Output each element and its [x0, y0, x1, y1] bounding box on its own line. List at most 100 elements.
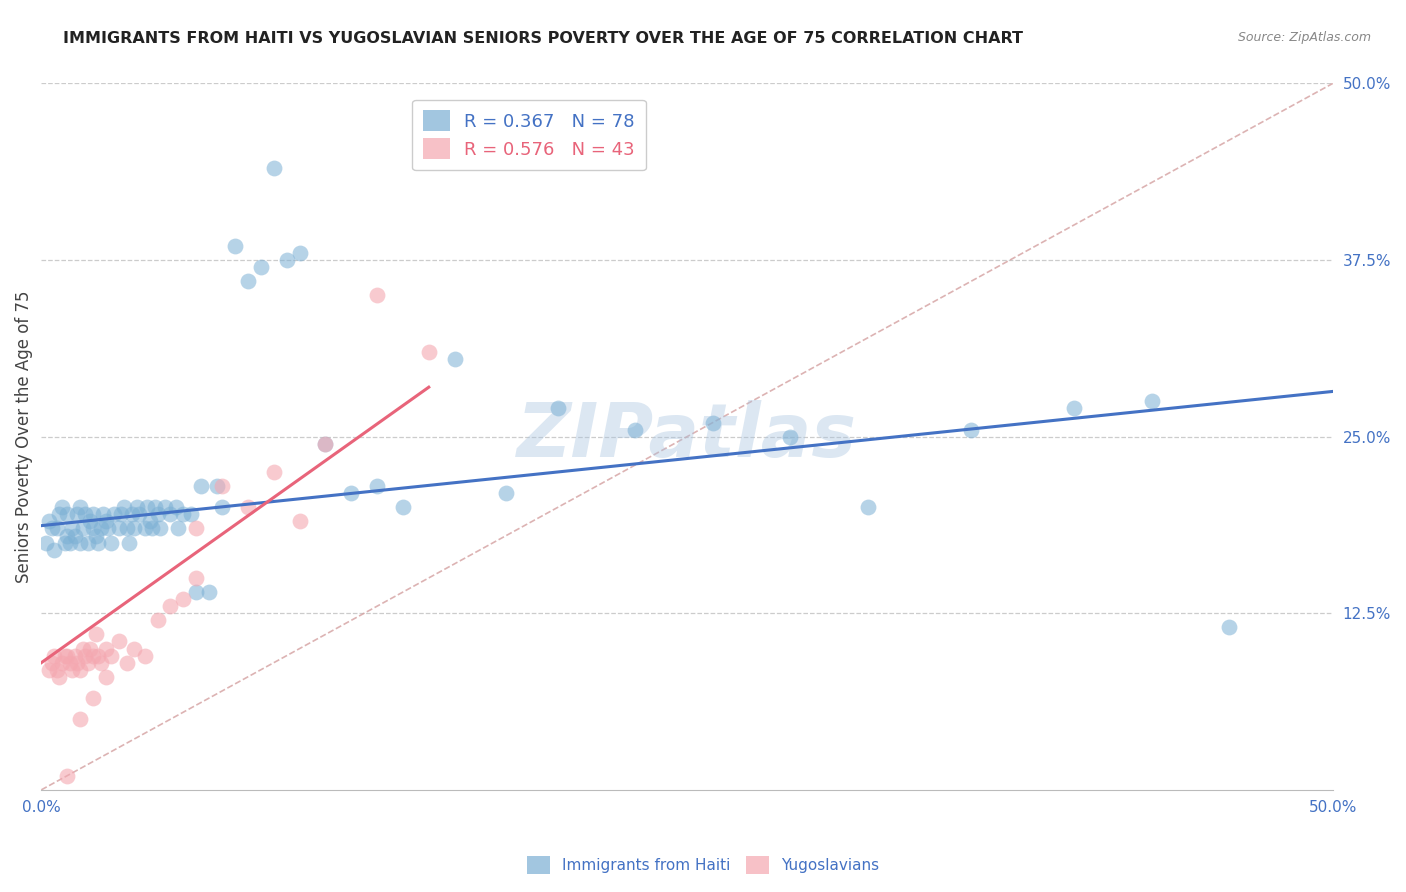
- Point: [48, 670, 70, 684]
- Point: [94, 670, 117, 684]
- Point: [1140, 394, 1163, 409]
- Point: [82, 508, 104, 522]
- Point: [56, 528, 79, 542]
- Point: [41, 521, 63, 535]
- Point: [69, 535, 91, 549]
- Point: [63, 528, 86, 542]
- Point: [236, 274, 259, 288]
- Point: [56, 648, 79, 663]
- Point: [263, 465, 285, 479]
- Point: [66, 508, 89, 522]
- Point: [72, 521, 94, 535]
- Text: ZIPatlas: ZIPatlas: [517, 401, 858, 473]
- Point: [87, 648, 110, 663]
- Point: [159, 599, 181, 614]
- Point: [100, 648, 122, 663]
- Point: [72, 641, 94, 656]
- Point: [76, 535, 98, 549]
- Point: [314, 436, 336, 450]
- Point: [79, 515, 101, 529]
- Point: [69, 712, 91, 726]
- Point: [76, 656, 98, 670]
- Point: [90, 521, 112, 535]
- Point: [60, 521, 83, 535]
- Point: [186, 585, 208, 599]
- Point: [155, 500, 177, 515]
- Point: [418, 344, 440, 359]
- Text: IMMIGRANTS FROM HAITI VS YUGOSLAVIAN SENIORS POVERTY OVER THE AGE OF 75 CORRELAT: IMMIGRANTS FROM HAITI VS YUGOSLAVIAN SEN…: [63, 31, 1024, 46]
- Point: [186, 571, 208, 585]
- Point: [141, 521, 163, 535]
- Point: [35, 535, 58, 549]
- Point: [56, 769, 79, 783]
- Point: [60, 663, 83, 677]
- Point: [128, 508, 150, 522]
- Point: [288, 246, 311, 260]
- Point: [84, 627, 107, 641]
- Point: [288, 515, 311, 529]
- Point: [69, 500, 91, 515]
- Point: [44, 542, 66, 557]
- Point: [495, 486, 517, 500]
- Y-axis label: Seniors Poverty Over the Age of 75: Seniors Poverty Over the Age of 75: [15, 291, 32, 582]
- Point: [139, 515, 162, 529]
- Point: [53, 535, 76, 549]
- Point: [136, 500, 159, 515]
- Point: [124, 521, 146, 535]
- Point: [115, 656, 138, 670]
- Point: [276, 253, 298, 268]
- Point: [1218, 620, 1240, 634]
- Point: [69, 663, 91, 677]
- Legend: Immigrants from Haiti, Yugoslavians: Immigrants from Haiti, Yugoslavians: [520, 850, 886, 880]
- Point: [48, 508, 70, 522]
- Point: [314, 436, 336, 450]
- Point: [263, 161, 285, 176]
- Point: [198, 585, 221, 599]
- Point: [75, 508, 97, 522]
- Point: [82, 691, 104, 706]
- Point: [84, 528, 107, 542]
- Point: [56, 508, 79, 522]
- Point: [205, 479, 228, 493]
- Legend: R = 0.367   N = 78, R = 0.576   N = 43: R = 0.367 N = 78, R = 0.576 N = 43: [412, 100, 645, 170]
- Point: [112, 500, 135, 515]
- Point: [66, 656, 89, 670]
- Point: [38, 515, 60, 529]
- Point: [1063, 401, 1085, 416]
- Point: [856, 500, 879, 515]
- Point: [167, 521, 190, 535]
- Point: [110, 508, 132, 522]
- Point: [121, 508, 143, 522]
- Point: [190, 479, 212, 493]
- Point: [82, 521, 104, 535]
- Point: [180, 508, 202, 522]
- Point: [134, 521, 156, 535]
- Point: [702, 416, 724, 430]
- Point: [186, 521, 208, 535]
- Point: [118, 535, 141, 549]
- Point: [94, 515, 117, 529]
- Point: [59, 535, 82, 549]
- Point: [340, 486, 363, 500]
- Point: [103, 508, 125, 522]
- Point: [45, 663, 67, 677]
- Point: [63, 648, 86, 663]
- Point: [45, 521, 67, 535]
- Point: [59, 656, 82, 670]
- Point: [779, 430, 801, 444]
- Point: [443, 351, 465, 366]
- Point: [125, 500, 148, 515]
- Point: [159, 508, 181, 522]
- Point: [87, 535, 110, 549]
- Point: [165, 500, 187, 515]
- Point: [51, 656, 73, 670]
- Point: [366, 479, 388, 493]
- Point: [82, 648, 104, 663]
- Point: [624, 423, 647, 437]
- Point: [94, 641, 117, 656]
- Point: [146, 508, 169, 522]
- Point: [392, 500, 415, 515]
- Point: [108, 634, 131, 648]
- Point: [134, 648, 156, 663]
- Point: [149, 521, 172, 535]
